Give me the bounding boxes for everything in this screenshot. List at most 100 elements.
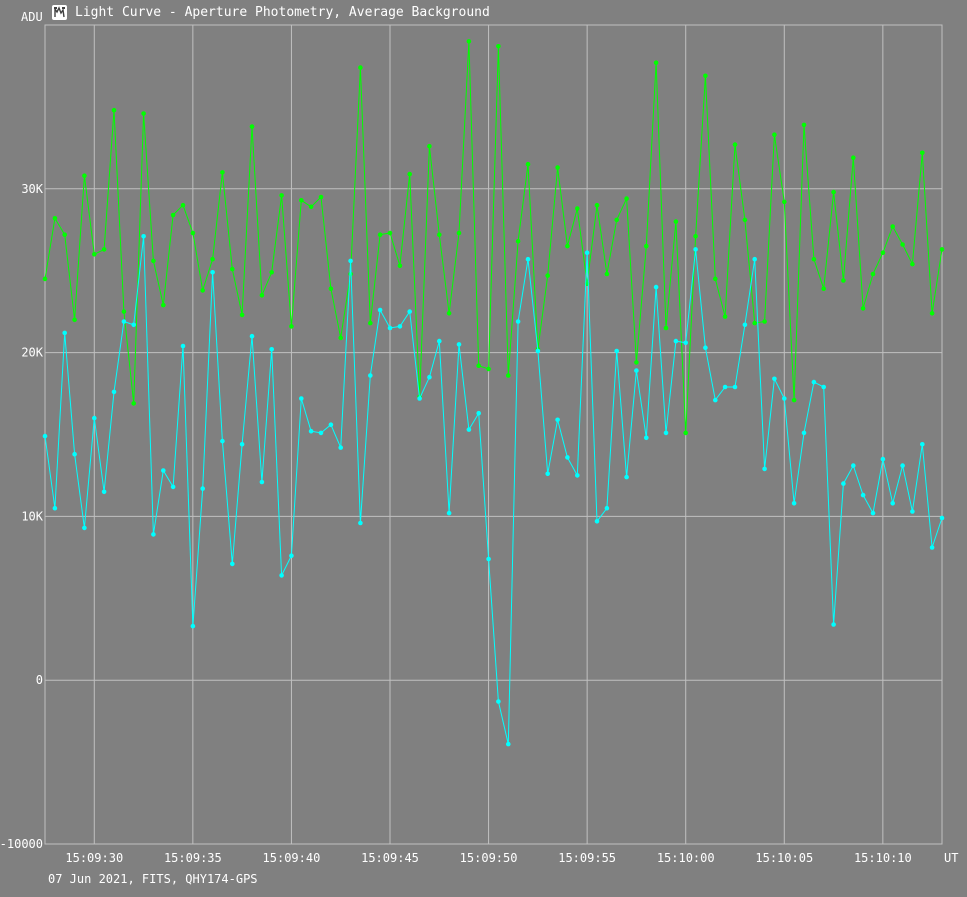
data-point bbox=[811, 379, 817, 385]
data-point bbox=[515, 319, 521, 324]
data-point bbox=[604, 505, 610, 511]
data-point bbox=[673, 338, 679, 344]
data-point bbox=[62, 232, 67, 237]
data-point bbox=[279, 193, 284, 198]
data-point bbox=[318, 430, 324, 436]
data-point bbox=[230, 561, 235, 567]
data-point bbox=[52, 505, 58, 511]
data-point bbox=[289, 324, 294, 329]
data-point bbox=[575, 206, 580, 211]
data-point bbox=[713, 276, 718, 282]
data-point bbox=[624, 196, 629, 201]
data-point bbox=[920, 150, 925, 156]
data-point bbox=[722, 384, 728, 390]
y-tick-labels: 30K 20K 10K 0 -10000 bbox=[0, 182, 44, 851]
window-title: Light Curve - Aperture Photometry, Avera… bbox=[75, 4, 490, 20]
data-point bbox=[545, 273, 550, 278]
x-tick-label: 15:10:00 bbox=[657, 851, 715, 865]
data-point bbox=[515, 238, 521, 244]
data-point bbox=[831, 622, 836, 627]
data-point bbox=[732, 142, 738, 147]
y-grid-lines bbox=[44, 24, 943, 845]
data-point bbox=[772, 132, 777, 137]
data-point bbox=[42, 433, 48, 439]
y-tick-label: 30K bbox=[21, 182, 43, 196]
data-point bbox=[427, 374, 432, 380]
data-point bbox=[782, 396, 787, 401]
data-point bbox=[791, 397, 797, 403]
data-point bbox=[929, 545, 935, 550]
data-point bbox=[377, 232, 383, 237]
data-point bbox=[575, 473, 580, 478]
data-point bbox=[722, 314, 728, 319]
data-point bbox=[466, 39, 472, 44]
data-point bbox=[860, 492, 866, 498]
data-point bbox=[131, 401, 136, 406]
series-0 bbox=[42, 39, 945, 436]
data-point bbox=[437, 232, 442, 237]
data-point bbox=[634, 368, 639, 373]
data-point bbox=[752, 256, 757, 262]
data-point bbox=[210, 270, 215, 275]
light-curve-app-icon[interactable] bbox=[52, 4, 67, 20]
data-point bbox=[92, 415, 97, 421]
data-point bbox=[62, 330, 67, 336]
data-point bbox=[496, 699, 501, 704]
data-point bbox=[663, 325, 669, 331]
data-point bbox=[368, 373, 373, 378]
data-point bbox=[870, 271, 876, 277]
data-point bbox=[860, 306, 866, 311]
data-point bbox=[151, 258, 156, 264]
data-point bbox=[131, 322, 136, 328]
data-point bbox=[821, 286, 826, 292]
x-tick-label: 15:09:30 bbox=[65, 851, 123, 865]
data-point bbox=[82, 173, 87, 178]
data-point bbox=[299, 396, 304, 401]
data-point bbox=[594, 202, 600, 208]
data-point bbox=[259, 293, 265, 298]
data-point bbox=[308, 428, 314, 434]
data-point bbox=[328, 286, 334, 292]
data-point bbox=[890, 501, 895, 506]
x-grid-lines bbox=[93, 25, 884, 844]
data-point bbox=[673, 219, 679, 224]
series-line bbox=[44, 41, 943, 433]
data-point bbox=[644, 435, 649, 441]
data-point bbox=[220, 438, 225, 444]
data-point bbox=[407, 171, 413, 177]
data-point bbox=[683, 430, 688, 436]
data-point bbox=[170, 484, 176, 490]
series-1 bbox=[42, 234, 945, 747]
data-point bbox=[811, 256, 817, 262]
data-point bbox=[476, 363, 482, 369]
data-point bbox=[939, 247, 945, 252]
data-point bbox=[634, 360, 639, 365]
data-point bbox=[151, 532, 156, 537]
data-point bbox=[289, 553, 294, 558]
data-point bbox=[437, 338, 442, 344]
x-tick-label: 15:09:55 bbox=[558, 851, 616, 865]
data-point bbox=[742, 217, 748, 223]
y-axis-label: ADU bbox=[21, 10, 43, 24]
data-point bbox=[693, 234, 698, 239]
data-point bbox=[555, 165, 560, 170]
data-point bbox=[407, 309, 413, 314]
y-tick-label: -10000 bbox=[0, 837, 43, 851]
data-point bbox=[584, 250, 590, 255]
data-point bbox=[900, 463, 905, 468]
data-point bbox=[446, 311, 452, 316]
data-point bbox=[456, 342, 462, 347]
data-point bbox=[555, 417, 560, 423]
data-point bbox=[259, 479, 265, 485]
data-point bbox=[200, 288, 205, 293]
data-point bbox=[782, 199, 787, 205]
data-point bbox=[92, 252, 97, 257]
data-point bbox=[101, 489, 107, 495]
data-point bbox=[535, 348, 541, 354]
x-tick-label: 15:09:45 bbox=[361, 851, 419, 865]
data-point bbox=[732, 384, 738, 390]
data-point bbox=[82, 525, 87, 531]
plot-frame bbox=[44, 24, 943, 845]
data-point bbox=[713, 397, 718, 403]
data-point bbox=[624, 474, 629, 480]
